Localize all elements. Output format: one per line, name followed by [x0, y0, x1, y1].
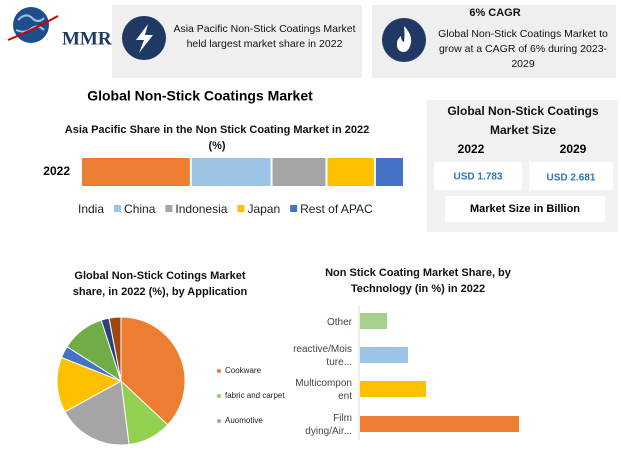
category-label: reactive/Moisture... — [293, 344, 352, 368]
legend-label: Rest of APAC — [300, 202, 373, 216]
bar — [360, 347, 408, 363]
legend-swatch — [114, 205, 122, 212]
icon-circle — [382, 18, 426, 62]
flame-icon — [396, 26, 412, 52]
logo-globe-lines — [15, 14, 45, 33]
bar — [360, 313, 387, 329]
bar-segment — [375, 158, 403, 186]
bar — [360, 416, 519, 432]
chart-title: Global Non-Stick Cotings Market share, i… — [72, 270, 248, 298]
market-value: USD 2.681 — [547, 173, 596, 184]
caption-box — [445, 196, 605, 222]
bar-segment — [272, 158, 326, 186]
year: 2022 — [458, 142, 485, 156]
category-label: Film dying/Air... — [305, 413, 352, 437]
info-title: 6% CAGR — [469, 7, 521, 19]
pie-slice — [108, 316, 122, 382]
value-box — [529, 162, 613, 190]
chart-title: Non Stick Coating Market Share, by Techn… — [325, 267, 511, 295]
logo-globe — [13, 7, 49, 43]
logo-text: MMR — [62, 28, 112, 49]
category-label: Other — [326, 316, 352, 328]
info-text: Asia Pacific Non-Stick Coatings Market h… — [173, 23, 356, 50]
value-box — [434, 162, 522, 190]
chart-title: Asia Pacific Share in the Non Stick Coat… — [64, 124, 370, 152]
legend-label: India — [78, 202, 104, 216]
year: 2029 — [560, 142, 587, 156]
logo-swoosh — [7, 15, 59, 41]
caption: Market Size in Billion — [470, 203, 580, 215]
category-label: 2022 — [43, 164, 70, 178]
legend-label: China — [124, 202, 156, 216]
legend-swatch — [290, 205, 298, 212]
bolt-icon — [136, 24, 153, 53]
bar — [360, 381, 426, 397]
legend-label: Auomotive — [225, 416, 263, 425]
main-title: Global Non-Stick Coatings Market — [87, 88, 313, 104]
legend-label: Japan — [247, 202, 280, 216]
legend-swatch — [237, 205, 245, 212]
market-size-title: Global Non-Stick Coatings Market Size — [447, 104, 599, 137]
legend-swatch — [165, 205, 173, 212]
legend-dot — [217, 394, 221, 398]
bar-segment — [327, 158, 374, 186]
legend-dot — [217, 419, 221, 423]
bar-segment — [82, 158, 190, 186]
pie-slice — [120, 316, 186, 426]
bar-segment — [191, 158, 271, 186]
legend-label: fabric and carpet — [225, 391, 285, 400]
pie-slice — [56, 356, 123, 413]
legend-label: Cookware — [225, 366, 262, 375]
legend-dot — [217, 369, 221, 373]
category-label: Multicomponent — [295, 378, 352, 402]
pie-slice — [64, 380, 130, 446]
info-text: Global Non-Stick Coatings Market to grow… — [438, 28, 608, 70]
legend-label: Indonesia — [175, 202, 227, 216]
market-value: USD 1.783 — [454, 172, 503, 183]
